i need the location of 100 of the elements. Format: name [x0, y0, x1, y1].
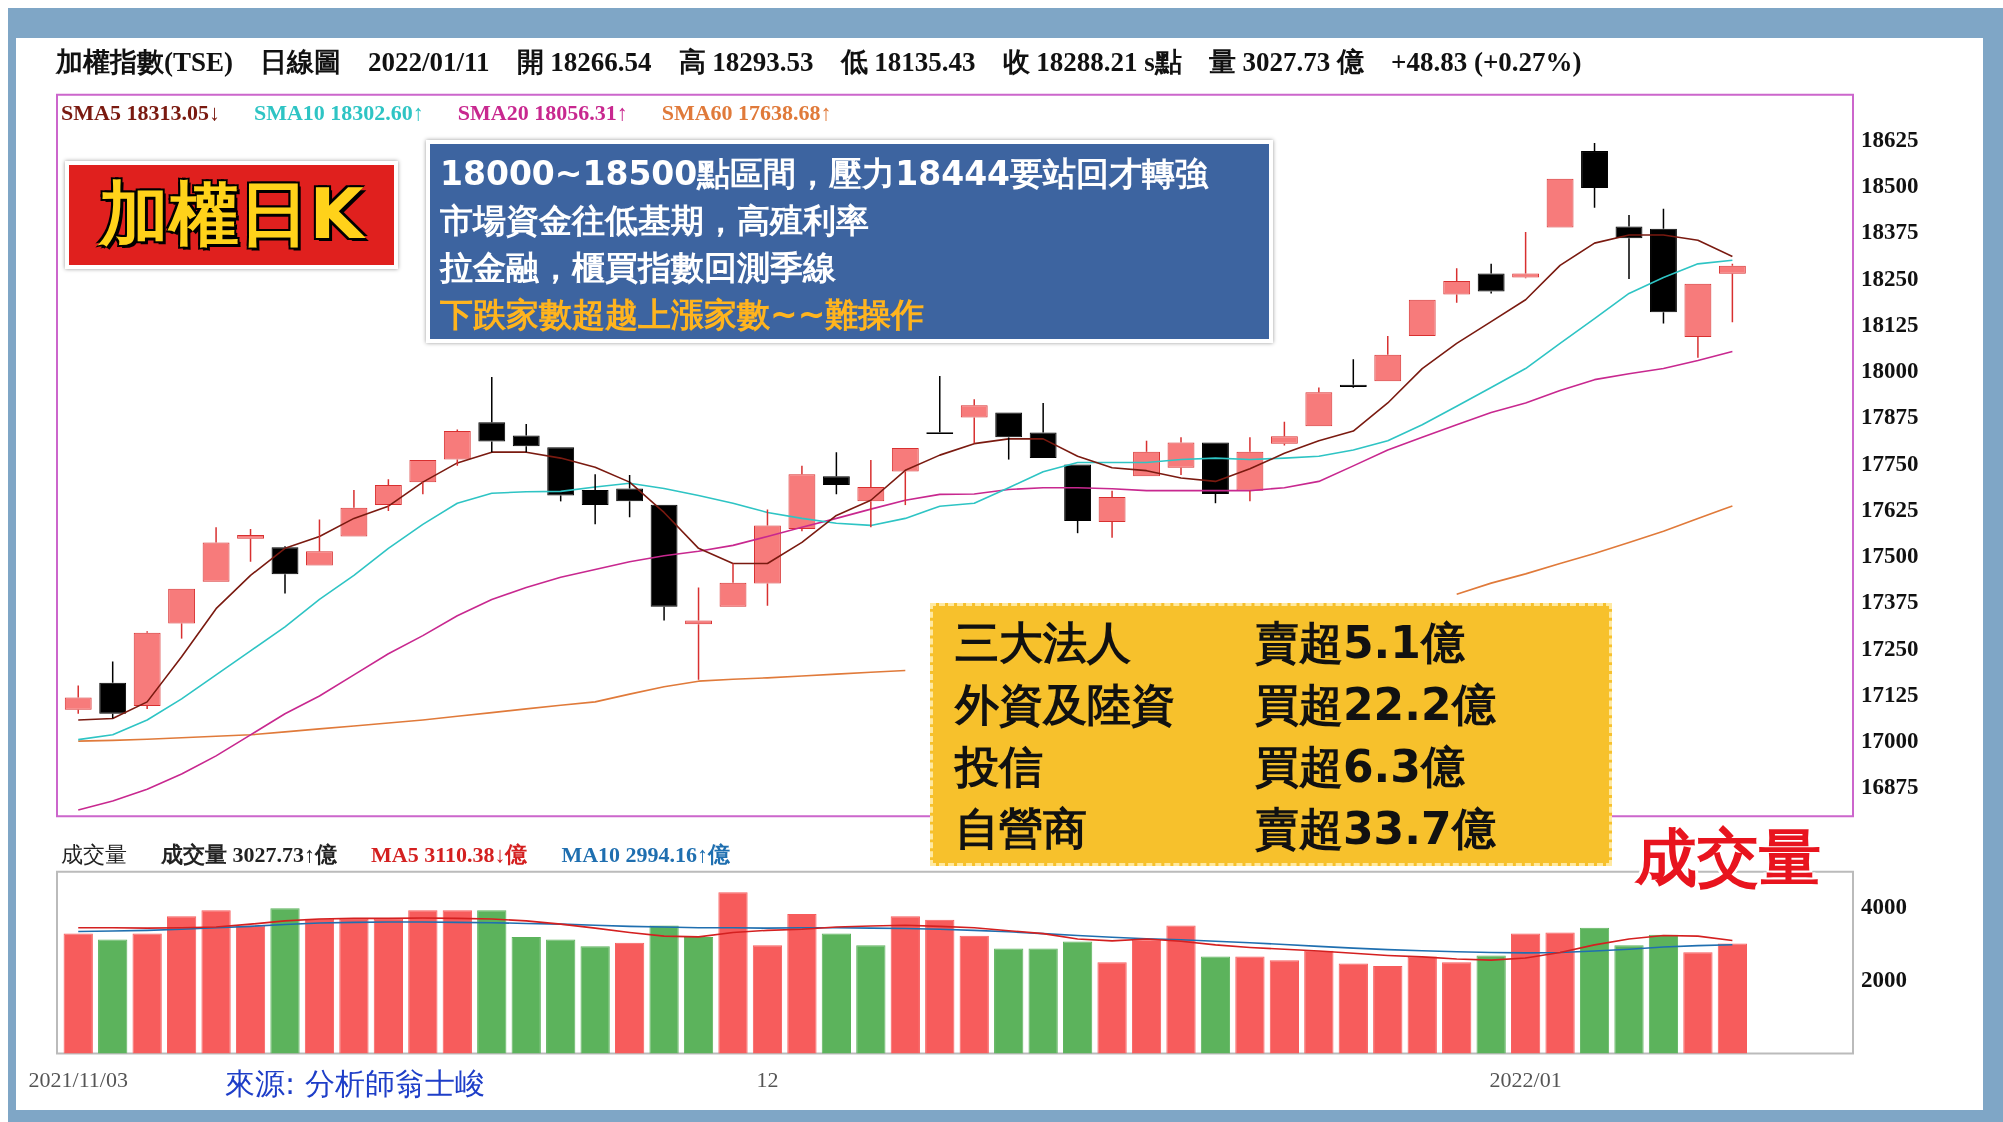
candlestick — [960, 398, 988, 445]
annotation: 成交量 — [1635, 820, 1821, 896]
bar — [1717, 943, 1748, 1054]
candlestick — [271, 547, 299, 595]
text: SMA20 18056.31↑ — [457, 100, 628, 126]
x-tick-label: 12 — [756, 1066, 779, 1092]
bar — [477, 910, 507, 1054]
bar — [821, 933, 852, 1054]
text: SMA60 17638.68↑ — [661, 100, 832, 126]
y-tick-label: 17875 — [1861, 404, 1919, 430]
candlestick — [1374, 335, 1402, 382]
candlestick — [822, 451, 850, 496]
candlestick — [1581, 142, 1608, 209]
bar — [235, 925, 266, 1054]
bar — [270, 908, 300, 1054]
bar — [925, 919, 955, 1054]
bar — [98, 939, 128, 1054]
bar — [1442, 962, 1472, 1054]
y-tick-label: 17625 — [1861, 496, 1919, 522]
candlestick — [306, 518, 333, 566]
text: SMA10 18302.60↑ — [253, 100, 424, 126]
y-tick-label: 17250 — [1861, 635, 1919, 661]
candlestick — [581, 473, 609, 526]
candlestick — [512, 423, 540, 453]
candlestick — [1443, 267, 1471, 304]
bar — [1166, 925, 1196, 1054]
bar — [1304, 950, 1334, 1054]
candlestick — [1098, 489, 1126, 539]
y-tick-label: 17000 — [1861, 728, 1919, 754]
candlestick — [1512, 231, 1540, 278]
bar — [63, 933, 93, 1054]
candlestick — [99, 660, 127, 719]
candlestick — [478, 376, 506, 453]
candlestick — [340, 489, 368, 537]
y-tick-label: 18375 — [1861, 219, 1919, 245]
bar — [1028, 948, 1058, 1054]
bar — [201, 910, 231, 1054]
candlestick — [650, 504, 678, 622]
bar — [1476, 955, 1506, 1054]
text: 來源: 分析師翁士峻 — [225, 1065, 485, 1103]
chart-title: 加權指數(TSE) 日線圖 2022/01/11 開 18266.54 高 18293.53 低 18135.43 收 18288.21 s點 量 3027.73 億 +48.83 (+0.27%) — [56, 46, 1582, 79]
candlestick — [1650, 207, 1677, 325]
bar — [339, 918, 369, 1054]
candlestick — [754, 508, 781, 607]
candlestick — [409, 459, 437, 496]
y-tick-label: 18500 — [1861, 173, 1919, 199]
candlestick — [64, 684, 92, 715]
candlestick — [237, 528, 264, 563]
bar — [442, 910, 472, 1054]
y-tick-label: 17125 — [1861, 681, 1919, 707]
bar — [787, 913, 817, 1054]
candlestick — [1718, 262, 1746, 323]
bar — [959, 935, 989, 1054]
annotation: 市場資金往低基期，高殖利率 — [440, 200, 870, 242]
candlestick — [685, 586, 712, 681]
bar — [890, 916, 920, 1054]
bar — [1648, 934, 1679, 1054]
text: MA5 3110.38↓億 — [371, 841, 528, 869]
bar — [132, 933, 162, 1054]
bar — [1062, 941, 1093, 1054]
chart-title: 成交量 — [61, 841, 127, 869]
bar — [718, 892, 748, 1054]
candlestick — [203, 526, 229, 581]
bar — [614, 942, 645, 1054]
candlestick — [1477, 263, 1505, 295]
y-tick-label: 2000 — [1861, 966, 1907, 992]
y-tick-label: 18250 — [1861, 265, 1919, 291]
bar — [1407, 956, 1437, 1054]
bar — [1200, 956, 1231, 1054]
bar — [546, 939, 576, 1054]
candlestick — [788, 465, 816, 533]
bar — [1235, 956, 1265, 1054]
x-tick-label: 2022/01 — [1489, 1066, 1562, 1092]
bar — [408, 910, 438, 1054]
annotation: 加權日K — [65, 161, 398, 269]
bar — [649, 925, 679, 1054]
bar — [1338, 963, 1368, 1054]
bar — [373, 918, 404, 1054]
bar — [1614, 945, 1644, 1054]
candlestick — [891, 448, 919, 506]
bar — [580, 946, 610, 1054]
candlestick — [133, 632, 161, 710]
bar — [683, 936, 714, 1054]
text: MA10 2994.16↑億 — [561, 841, 731, 869]
text: 成交量 3027.73↑億 — [161, 841, 337, 869]
candlestick — [616, 474, 644, 519]
bar — [304, 918, 335, 1054]
y-tick-label: 17750 — [1861, 450, 1919, 476]
bar — [1510, 933, 1541, 1054]
y-tick-label: 4000 — [1861, 894, 1907, 920]
y-tick-label: 16875 — [1861, 774, 1919, 800]
y-tick-label: 17500 — [1861, 543, 1919, 569]
annotation: 18000~18500點區間，壓力18444要站回才轉強 — [440, 153, 1210, 195]
candlestick — [1305, 386, 1333, 427]
bar — [1131, 939, 1162, 1054]
y-tick-label: 18125 — [1861, 311, 1919, 337]
bar — [1579, 927, 1610, 1054]
callout-box: 三大法人 賣超5.1億 外資及陸資 買超22.2億 投信 買超6.3億 自營商 賣超33.7億 — [930, 603, 1612, 866]
bar — [1683, 952, 1713, 1054]
bar — [994, 948, 1024, 1054]
